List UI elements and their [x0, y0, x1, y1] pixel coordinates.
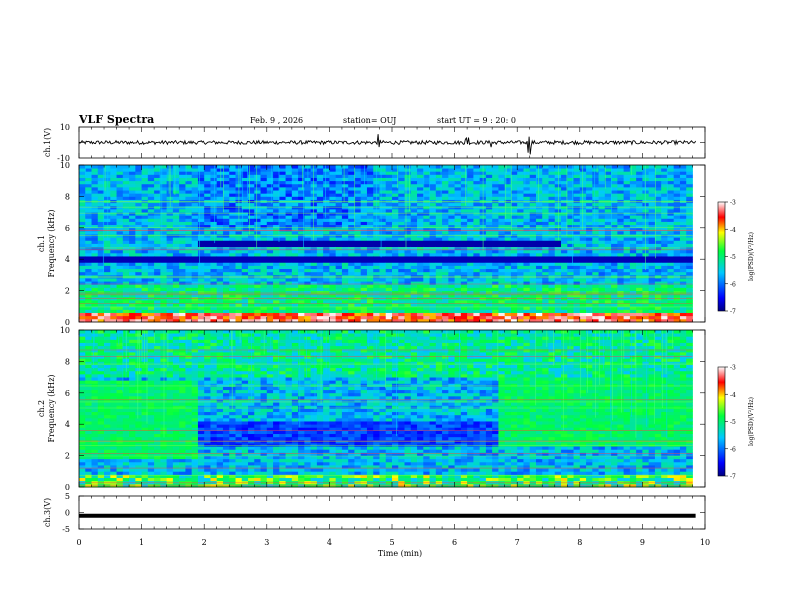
ch3-ytick-label: -5	[62, 525, 70, 534]
x-tick-label: 9	[640, 538, 645, 547]
ch1-ytick-label: -10	[57, 154, 70, 163]
colorbar-1-tick-label: -6	[730, 281, 736, 288]
spec1-channel-label: ch.1	[37, 235, 46, 252]
ch1-voltage-trace	[78, 134, 696, 155]
colorbar-2-tick-label: -3	[730, 365, 736, 372]
x-tick-label: 8	[577, 538, 582, 547]
spec2-ytick-label: 0	[65, 483, 70, 492]
spectrogram-2	[79, 330, 693, 488]
spec2-channel-label: ch.2	[37, 400, 46, 417]
x-tick-label: 2	[202, 538, 207, 547]
spec1-frequency-label: Frequency (kHz)	[47, 209, 56, 277]
spectrogram-1	[79, 165, 693, 323]
colorbar-1	[717, 201, 726, 312]
chart-title: VLF Spectra	[79, 113, 155, 126]
spec1-ytick-label: 4	[65, 255, 70, 264]
ch3-ytick-label: 0	[65, 509, 70, 518]
colorbar-2-label: log(PSD)(V²/Hz)	[748, 397, 755, 446]
spec1-ytick-label: 10	[60, 161, 70, 170]
spec2-ytick-label: 4	[65, 420, 70, 429]
spec2-ytick-label: 8	[65, 357, 70, 366]
ch1-voltage-ylabel: ch.1(V)	[43, 128, 52, 157]
spec1-ytick-label: 2	[65, 287, 70, 296]
spec1-ytick-label: 8	[65, 192, 70, 201]
colorbar-2-tick-label: -7	[730, 474, 736, 481]
spec2-ytick-label: 2	[65, 452, 70, 461]
x-tick-label: 10	[700, 538, 710, 547]
spec1-ytick-label: 6	[65, 224, 70, 233]
x-tick-label: 4	[327, 538, 332, 547]
x-axis-label: Time (min)	[378, 549, 422, 558]
colorbar-1-tick-label: -3	[730, 200, 736, 207]
colorbar-1-tick-label: -7	[730, 309, 736, 316]
x-tick-label: 6	[452, 538, 457, 547]
ch1-ytick-label: 10	[60, 123, 70, 132]
colorbar-1-label: log(PSD)(V²/Hz)	[748, 232, 755, 281]
x-tick-label: 1	[139, 538, 144, 547]
colorbar-2-tick-label: -4	[730, 392, 736, 399]
x-tick-label: 3	[264, 538, 269, 547]
colorbar-1-tick-label: -5	[730, 254, 736, 261]
colorbar-1-tick-label: -4	[730, 227, 736, 234]
spec2-ytick-label: 10	[60, 326, 70, 335]
ch3-ytick-label: 5	[65, 492, 70, 501]
ch3-voltage-ylabel: ch.3(V)	[43, 498, 52, 527]
spec2-frequency-label: Frequency (kHz)	[47, 374, 56, 442]
colorbar-2	[717, 366, 726, 477]
station-label: station= OUJ	[343, 116, 397, 125]
colorbar-2-tick-label: -5	[730, 419, 736, 426]
x-tick-label: 0	[76, 538, 81, 547]
spec1-ytick-label: 0	[65, 318, 70, 327]
x-tick-label: 7	[515, 538, 520, 547]
colorbar-2-tick-label: -6	[730, 446, 736, 453]
date-label: Feb. 9 , 2026	[250, 116, 304, 125]
x-tick-label: 5	[389, 538, 394, 547]
start-ut-label: start UT = 9 : 20: 0	[437, 116, 516, 125]
spec2-ytick-label: 6	[65, 389, 70, 398]
